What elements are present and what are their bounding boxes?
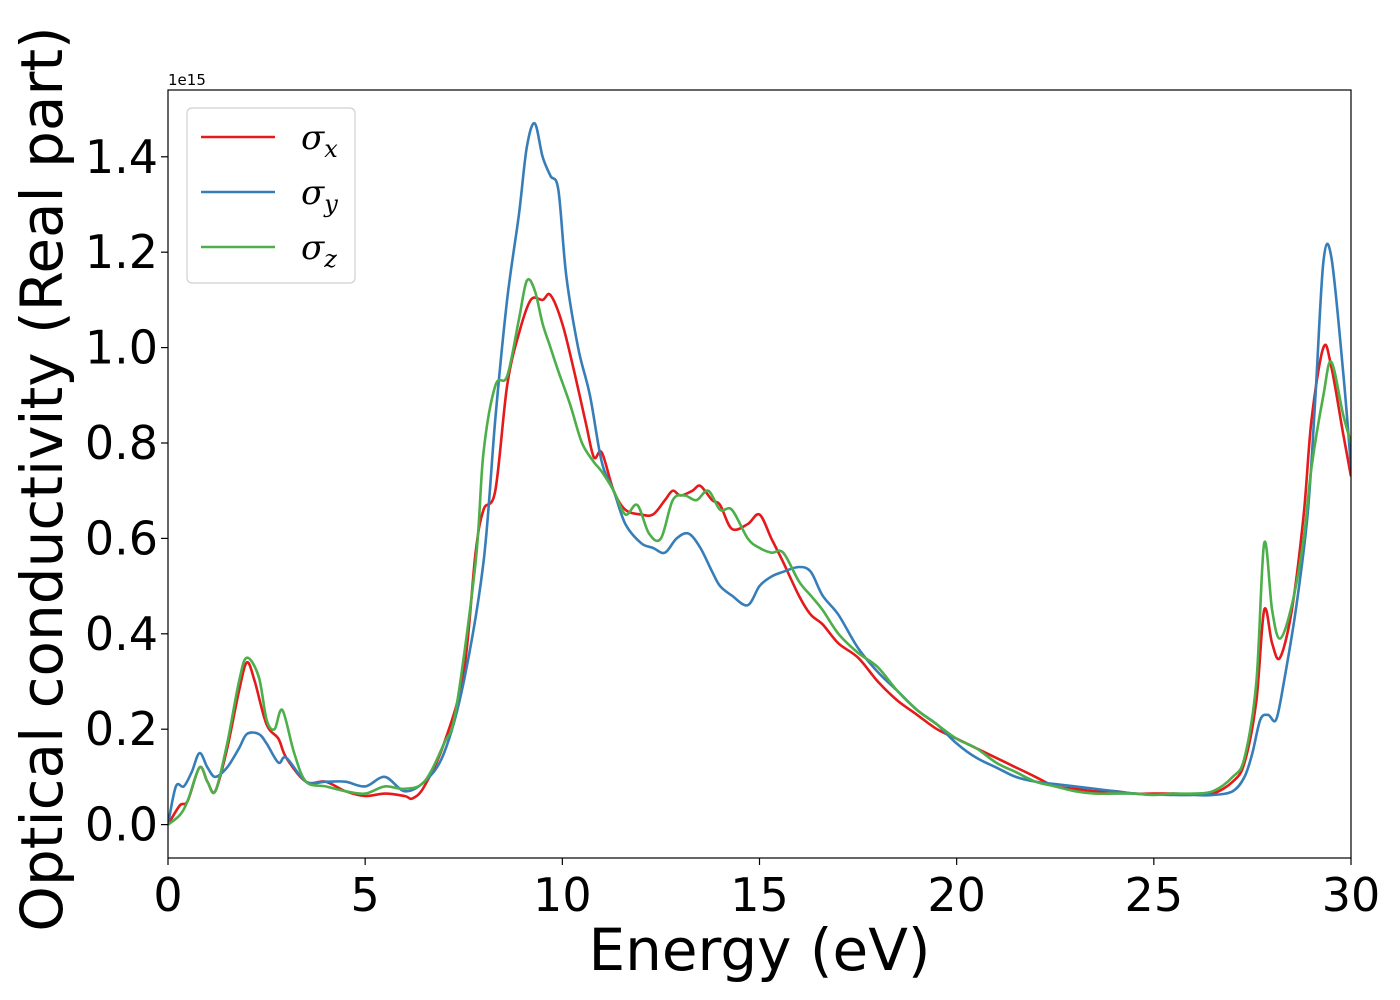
y-tick-label: 0.4 [85, 607, 158, 661]
series-lines [168, 122, 1351, 826]
legend-label-y: σy [301, 173, 338, 218]
legend: σx σy σz [186, 107, 356, 284]
y-tick-label: 0.2 [85, 702, 158, 756]
x-tick-label: 25 [1125, 868, 1184, 922]
y-tick-label: 0.8 [85, 416, 158, 470]
y-tick-label: 1.0 [85, 321, 158, 375]
x-tick-label: 10 [533, 868, 592, 922]
x-axis: 0 5 10 15 20 25 30 [153, 858, 1380, 922]
x-tick-label: 30 [1322, 868, 1381, 922]
series-line-z [168, 277, 1351, 826]
y-axis-title: Optical conductivity (Real part) [8, 26, 76, 931]
x-axis-title: Energy (eV) [588, 916, 930, 984]
series-line-y [168, 122, 1351, 825]
y-axis: 0.0 0.2 0.4 0.6 0.8 1.0 1.2 1.4 [85, 130, 168, 852]
y-tick-label: 0.0 [85, 798, 158, 852]
legend-box [186, 107, 356, 284]
y-tick-label: 0.6 [85, 511, 158, 565]
y-tick-label: 1.4 [85, 130, 158, 184]
x-tick-label: 15 [730, 868, 789, 922]
x-tick-label: 5 [351, 868, 380, 922]
y-offset-label: 1e15 [168, 71, 206, 89]
legend-label-z: σz [301, 228, 337, 273]
y-tick-label: 1.2 [85, 225, 158, 279]
x-tick-label: 20 [927, 868, 986, 922]
legend-label-x: σx [301, 118, 338, 163]
x-tick-label: 0 [153, 868, 182, 922]
